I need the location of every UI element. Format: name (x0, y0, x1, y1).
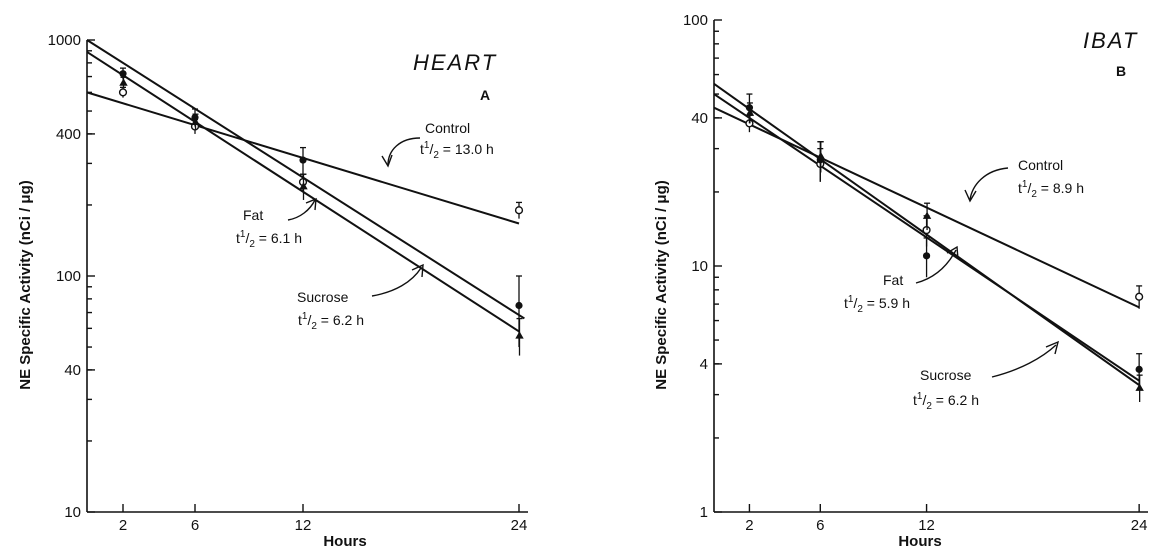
heart-sucrose-arrow (371, 267, 422, 297)
heart-panel-title: HEART (413, 50, 497, 75)
ibat-x-tick-label: 2 (745, 517, 753, 534)
heart-fat-arrowhead (305, 197, 317, 211)
heart-x-tick-label: 12 (295, 517, 312, 534)
heart-y-tick-label: 10 (64, 504, 81, 521)
heart-sucrose-label: Sucrose (297, 289, 349, 305)
ibat-point-sucrose (745, 108, 755, 116)
ibat-panel-title: IBAT (1083, 28, 1138, 53)
heart-fit-lines (86, 39, 525, 333)
ibat-control-arrowhead (964, 189, 977, 203)
heart-axes (86, 40, 528, 513)
ibat-x-axis-label: Hours (898, 533, 941, 550)
heart-y-tick-label: 100 (56, 268, 81, 285)
ibat-x-tick-label: 12 (918, 517, 935, 534)
heart-point-sucrose (299, 182, 308, 190)
heart-x-axis-label: Hours (323, 533, 366, 550)
heart-y-axis-label: NE Specific Activity (nCi / μg) (17, 180, 34, 390)
heart-point-fat (299, 156, 307, 164)
ibat-y-tick-label: 10 (691, 258, 708, 275)
ibat-control-thalf: t1/2 = 8.9 h (1018, 179, 1084, 200)
ibat-sucrose-arrow (991, 344, 1057, 378)
ibat-sucrose-arrowhead (1045, 340, 1060, 355)
heart-panel-letter: A (480, 87, 490, 103)
ibat-point-sucrose (816, 151, 825, 160)
heart-sucrose-arrowhead (411, 263, 424, 278)
ibat-y-tick-label: 4 (700, 356, 708, 373)
ibat-point-fat (922, 252, 931, 260)
ibat-axes (713, 20, 1148, 513)
ibat-sucrose-label: Sucrose (920, 367, 972, 383)
heart-control-label: Control (425, 120, 470, 136)
ibat-sucrose-thalf: t1/2 = 6.2 h (913, 391, 979, 412)
heart-data-points (118, 67, 524, 356)
heart-fat-label: Fat (243, 207, 263, 223)
heart-point-control (514, 206, 524, 215)
ibat-fat-label: Fat (883, 272, 903, 288)
ibat-y-tick-label: 100 (683, 12, 708, 29)
heart-sucrose-thalf: t1/2 = 6.2 h (298, 311, 364, 332)
heart-point-fat (119, 70, 127, 78)
heart-point-fat (515, 301, 523, 310)
heart-fat-arrow (287, 199, 316, 221)
ibat-point-sucrose (1135, 383, 1144, 391)
heart-x-tick-label: 6 (191, 517, 199, 534)
chart-ibat: 1 4 10 40 100 2 6 12 24 Hours NE Specific Activi… (653, 12, 1148, 550)
heart-y-tick-label: 40 (64, 362, 81, 379)
heart-point-sucrose (119, 78, 128, 86)
ibat-fat-thalf: t1/2 = 5.9 h (844, 294, 910, 315)
chart-heart: 10 40 100 400 1000 2 6 12 24 Hours NE Specific A… (17, 32, 528, 550)
heart-control-arrow (387, 137, 421, 166)
ibat-control-thalf-value: 8.9 h (1053, 180, 1084, 196)
ibat-ticks: 1 4 10 40 100 2 6 12 24 (683, 12, 1148, 534)
heart-sucrose-thalf-value: 6.2 h (333, 312, 364, 328)
ibat-fat-arrow (915, 249, 957, 284)
ibat-sucrose-thalf-value: 6.2 h (948, 392, 979, 408)
ibat-y-axis-label: NE Specific Activity (nCi / μg) (653, 180, 670, 390)
ibat-panel-letter: B (1116, 63, 1126, 79)
ibat-point-fat (1135, 365, 1143, 373)
ibat-point-control (1135, 292, 1144, 301)
ibat-data-points (745, 93, 1144, 402)
heart-control-thalf: t1/2 = 13.0 h (420, 140, 494, 161)
heart-point-control (118, 88, 128, 97)
ibat-point-sucrose (922, 211, 932, 219)
ibat-y-tick-label: 40 (691, 110, 708, 127)
heart-y-tick-label: 1000 (48, 32, 81, 49)
heart-control-arrowhead (381, 154, 393, 168)
heart-point-sucrose (515, 331, 524, 339)
heart-control-thalf-value: 13.0 h (455, 141, 494, 157)
ibat-control-label: Control (1018, 157, 1063, 173)
heart-fat-thalf-value: 6.1 h (271, 230, 302, 246)
ibat-fat-arrowhead (946, 245, 959, 260)
ibat-fat-thalf-value: 5.9 h (879, 295, 910, 311)
heart-fat-thalf: t1/2 = 6.1 h (236, 229, 302, 250)
ibat-x-tick-label: 6 (816, 517, 824, 534)
heart-x-tick-label: 2 (119, 517, 127, 534)
heart-y-tick-label: 400 (56, 126, 81, 143)
heart-x-tick-label: 24 (511, 517, 528, 534)
ibat-y-tick-label: 1 (700, 504, 708, 521)
ibat-control-arrow (969, 167, 1009, 201)
ibat-x-tick-label: 24 (1131, 517, 1148, 534)
heart-point-sucrose (191, 117, 200, 125)
heart-ticks: 10 40 100 400 1000 2 6 12 24 (48, 32, 528, 534)
